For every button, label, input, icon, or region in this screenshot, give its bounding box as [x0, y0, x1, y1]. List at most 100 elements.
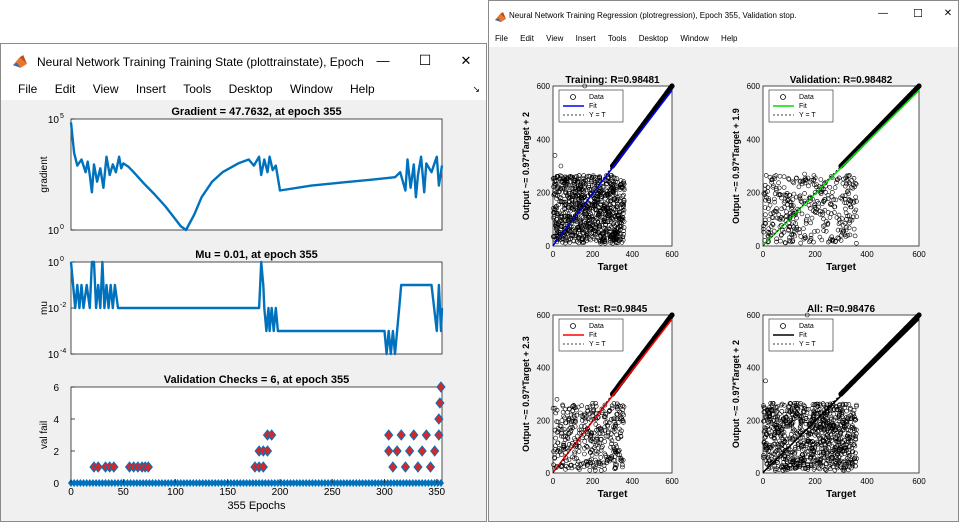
menu-window[interactable]: Window: [680, 34, 709, 43]
x-tick-label: 400: [860, 250, 874, 259]
menu-view[interactable]: View: [546, 34, 564, 43]
val-fail-point: [281, 479, 288, 487]
menu-file[interactable]: File: [18, 82, 38, 96]
menu-insert[interactable]: Insert: [135, 82, 166, 96]
val-fail-point: [149, 479, 156, 487]
val-fail-point: [237, 479, 244, 487]
val-fail-point: [274, 479, 281, 487]
y-tick-label: 400: [747, 364, 761, 373]
minimize-button[interactable]: —: [878, 8, 888, 19]
y-tick-label: 4: [53, 415, 59, 426]
x-tick-label: 350: [428, 487, 445, 498]
val-fail-point: [400, 461, 411, 473]
minimize-button[interactable]: —: [376, 53, 390, 68]
menu-view[interactable]: View: [92, 82, 119, 96]
menu-tools[interactable]: Tools: [607, 34, 627, 43]
val-fail-point: [437, 479, 444, 487]
identity-line: [552, 85, 673, 247]
legend-item: Fit: [799, 332, 807, 339]
close-button[interactable]: ✕: [460, 53, 472, 68]
y-tick-label: 10: [48, 304, 60, 315]
val-fail-point: [227, 479, 234, 487]
maximize-button[interactable]: ☐: [418, 52, 432, 68]
x-tick-label: 400: [860, 477, 874, 486]
val-fail-point: [155, 479, 162, 487]
y-tick-label: 0: [546, 242, 551, 251]
menu-file[interactable]: File: [495, 34, 508, 43]
legend-data-marker: [570, 323, 576, 329]
plot-title: All: R=0.98476: [807, 304, 876, 315]
x-tick-label: 200: [808, 250, 822, 259]
y-axis-label: gradient: [39, 156, 50, 192]
menu-desktop[interactable]: Desktop: [638, 34, 669, 43]
menu-help[interactable]: Help: [721, 34, 738, 43]
arrow-icon[interactable]: ↘: [472, 84, 480, 94]
plot-title: Test: R=0.9845: [578, 304, 648, 315]
val-fail-point: [246, 479, 253, 487]
y-axis-label: val fail: [39, 421, 50, 449]
y-tick-label: 10: [48, 258, 60, 269]
val-fail-point: [234, 479, 241, 487]
maximize-button[interactable]: ☐: [913, 8, 923, 20]
menu-desktop[interactable]: Desktop: [228, 82, 273, 96]
x-tick-label: 600: [912, 477, 926, 486]
legend-item: Fit: [799, 103, 807, 110]
x-axis-label: Target: [826, 489, 856, 500]
legend-item: Y = T: [589, 341, 606, 348]
legend-data-marker: [570, 94, 576, 100]
val-fail-point: [231, 479, 238, 487]
x-axis-label: 355 Epochs: [227, 500, 286, 512]
val-fail-point: [392, 445, 402, 457]
x-tick-label: 600: [912, 250, 926, 259]
val-fail-point: [384, 479, 391, 487]
legend-item: Y = T: [799, 112, 816, 119]
val-fail-point: [296, 479, 303, 487]
y-tick-exponent: -4: [60, 348, 66, 355]
val-fail-point: [290, 479, 297, 487]
y-tick-label: 600: [747, 311, 761, 320]
y-tick-label: 6: [53, 383, 59, 394]
val-fail-point: [435, 397, 445, 409]
y-tick-label: 600: [537, 82, 551, 91]
val-fail-point: [409, 479, 416, 487]
menu-edit[interactable]: Edit: [520, 34, 534, 43]
data-point: [554, 396, 560, 402]
val-fail-point: [256, 479, 263, 487]
x-tick-label: 250: [324, 487, 341, 498]
title-bar[interactable]: Neural Network Training Regression (plot…: [489, 1, 958, 31]
val-fail-point: [334, 479, 341, 487]
menu-edit[interactable]: Edit: [54, 82, 76, 96]
val-fail-point: [268, 479, 275, 487]
y-axis-label: Output ~= 0.97*Target + 2: [521, 112, 531, 220]
identity-line: [552, 314, 673, 474]
window-title: Neural Network Training Training State (…: [37, 55, 367, 69]
y-tick-label: 2: [53, 447, 59, 458]
val-fail-point: [388, 461, 398, 473]
data-point: [786, 177, 792, 182]
legend-item: Fit: [589, 332, 597, 339]
x-tick-label: 150: [219, 487, 236, 498]
val-fail-point: [267, 429, 277, 441]
title-bar[interactable]: Neural Network Training Training State (…: [1, 44, 486, 78]
val-fail-point: [158, 479, 165, 487]
val-fail-point: [130, 479, 137, 487]
val-fail-point: [86, 479, 93, 487]
y-axis-label: Output ~= 0.97*Target + 1.9: [731, 108, 741, 224]
data-points: [550, 173, 627, 246]
series-line-mu: [69, 260, 444, 356]
close-button[interactable]: ✕: [943, 8, 953, 19]
val-fail-point: [262, 479, 269, 487]
menu-window[interactable]: Window: [289, 82, 333, 96]
val-fail-point: [133, 479, 140, 487]
menu-help[interactable]: Help: [349, 82, 375, 96]
legend-item: Y = T: [589, 112, 606, 119]
y-tick-label: 10: [48, 115, 60, 126]
val-fail-point: [422, 479, 429, 487]
val-fail-point: [303, 479, 310, 487]
val-fail-point: [387, 479, 394, 487]
menu-insert[interactable]: Insert: [575, 34, 596, 43]
x-tick-label: 200: [272, 487, 289, 498]
y-tick-label: 200: [537, 416, 551, 425]
menu-tools[interactable]: Tools: [183, 82, 212, 96]
val-fail-point: [111, 479, 118, 487]
